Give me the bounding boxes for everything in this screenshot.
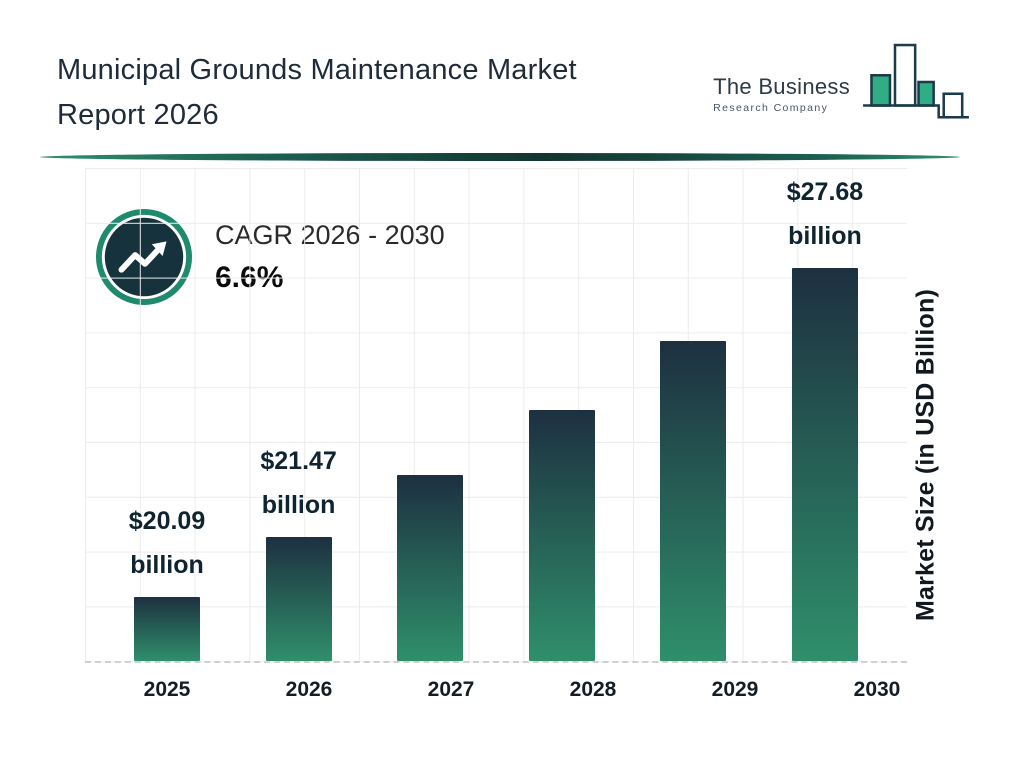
bar-column-2030: $27.68 billion <box>769 170 881 661</box>
x-tick-2025: 2025 <box>143 678 191 701</box>
bar-value-unit: billion <box>788 222 862 250</box>
bar-value-amount: $21.47 <box>260 447 337 475</box>
company-subtitle: Research Company <box>713 101 829 114</box>
bar-value-amount: $20.09 <box>128 507 206 535</box>
page-title: Municipal Grounds Maintenance Market Rep… <box>57 48 577 138</box>
x-tick-2026: 2026 <box>285 678 333 701</box>
company-logo-text: The Business Research Company <box>713 74 850 114</box>
bar-value-label-2030: $27.68 billion <box>787 170 863 258</box>
bar-column-2029 <box>637 341 749 661</box>
x-tick-2030: 2030 <box>853 678 901 701</box>
bar-2028 <box>528 410 595 661</box>
page-title-line2: Report 2026 <box>57 99 219 131</box>
bar-value-label-2025: $20.09 billion <box>129 499 205 587</box>
bar-value-amount: $27.68 <box>786 178 864 206</box>
x-tick-2029: 2029 <box>711 678 759 701</box>
y-axis-title: Market Size (in USD Billion) <box>911 288 940 622</box>
bar-column-2026: $21.47 billion <box>243 439 355 661</box>
company-logo: The Business Research Company <box>713 40 972 129</box>
bar-chart-logo-icon <box>860 40 972 129</box>
header-divider <box>40 153 960 161</box>
bar-2025 <box>134 597 200 661</box>
bar-column-2027 <box>374 475 486 661</box>
company-name: The Business <box>713 73 850 99</box>
bar-2030 <box>791 268 858 661</box>
page-title-line1: Municipal Grounds Maintenance Market <box>57 54 577 86</box>
bar-area: $20.09 billion $21.47 billion $27.68 billion <box>85 168 907 661</box>
chart-plot-area: $20.09 billion $21.47 billion $27.68 billion <box>85 168 907 663</box>
x-tick-2027: 2027 <box>427 678 475 701</box>
bar-2027 <box>397 475 464 661</box>
x-tick-2028: 2028 <box>569 678 617 701</box>
bar-column-2025: $20.09 billion <box>111 499 223 661</box>
bar-value-unit: billion <box>261 491 336 519</box>
x-axis-labels: 2025 2026 2027 2028 2029 2030 <box>85 678 959 702</box>
bar-2029 <box>660 341 727 661</box>
bar-value-unit: billion <box>130 551 204 579</box>
bar-value-label-2026: $21.47 billion <box>260 439 336 527</box>
bar-2026 <box>265 537 332 661</box>
bar-column-2028 <box>506 410 618 661</box>
